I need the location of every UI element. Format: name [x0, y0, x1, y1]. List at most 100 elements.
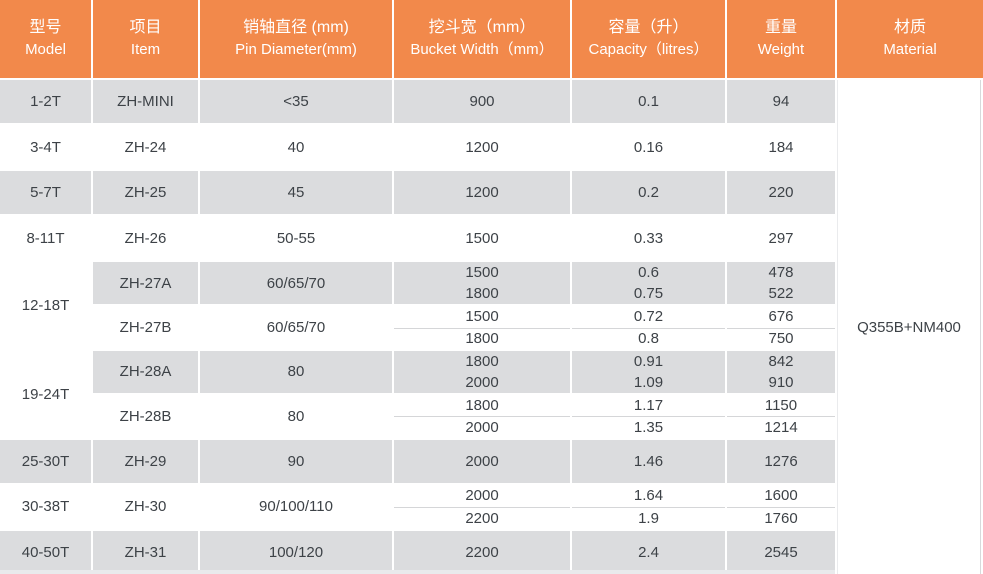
capacity-cell: 0.72	[572, 306, 725, 328]
item-cell: ZH-31	[93, 530, 198, 574]
weight-cell: 910	[727, 371, 835, 394]
model-cell: 5-7T	[0, 170, 91, 215]
spec-line: 1800 0.91 842	[394, 350, 835, 372]
pin-diameter-cell: 90	[200, 439, 392, 484]
material-value: Q355B+NM400	[857, 318, 961, 336]
item-row: ZH-24 40 1200 0.16 184	[93, 125, 835, 169]
capacity-cell: 0.75	[572, 283, 725, 305]
group-items: ZH-MINI <35 900 0.1 94	[93, 80, 835, 124]
header-cell-bucket: 挖斗宽（mm） Bucket Width（mm）	[394, 0, 570, 78]
pin-diameter-cell: 100/120	[200, 530, 392, 574]
capacity-cell: 0.1	[572, 80, 725, 124]
item-row: ZH-31 100/120 2200 2.4 2545	[93, 530, 835, 574]
item-cell: ZH-28B	[93, 395, 198, 438]
weight-cell: 2545	[727, 530, 835, 574]
item-cell: ZH-27A	[93, 261, 198, 305]
bucket-width-cell: 2200	[394, 506, 570, 529]
model-cell: 3-4T	[0, 125, 91, 169]
pin-diameter-cell: 80	[200, 350, 392, 394]
row-group: 1-2T ZH-MINI <35 900 0.1 94	[0, 80, 835, 124]
item-row: ZH-25 45 1200 0.2 220	[93, 170, 835, 215]
row-group: 8-11T ZH-26 50-55 1500 0.33 297	[0, 216, 835, 260]
bucket-width-cell: 1800	[394, 327, 570, 349]
item-cell: ZH-29	[93, 439, 198, 484]
item-cell: ZH-26	[93, 216, 198, 260]
capacity-cell: 1.17	[572, 395, 725, 417]
spec-line: 1200 0.16 184	[394, 125, 835, 169]
capacity-cell: 0.6	[572, 261, 725, 284]
pin-diameter-cell: 40	[200, 125, 392, 169]
bucket-width-cell: 900	[394, 80, 570, 124]
capacity-cell: 0.91	[572, 350, 725, 372]
pin-diameter-cell: 60/65/70	[200, 261, 392, 305]
bucket-width-cell: 1800	[394, 350, 570, 372]
spec-line: 900 0.1 94	[394, 80, 835, 124]
spec-lines: 900 0.1 94	[394, 80, 835, 124]
header-label-zh: 型号	[29, 19, 62, 36]
bucket-width-cell: 1800	[394, 283, 570, 305]
capacity-cell: 0.8	[572, 327, 725, 349]
row-group: 5-7T ZH-25 45 1200 0.2 220	[0, 170, 835, 215]
spec-line: 2000 1.46 1276	[394, 439, 835, 484]
header-label-en: Item	[130, 41, 161, 58]
bucket-width-cell: 2000	[394, 439, 570, 484]
weight-cell: 1150	[727, 395, 835, 417]
spec-lines: 1200 0.16 184	[394, 125, 835, 169]
spec-line: 1800 1.17 1150	[394, 395, 835, 417]
spec-line: 1500 0.72 676	[394, 306, 835, 328]
capacity-cell: 1.35	[572, 416, 725, 438]
weight-cell: 750	[727, 327, 835, 349]
group-items: ZH-24 40 1200 0.16 184	[93, 125, 835, 169]
spec-lines: 1500 0.6 478 1800 0.75 522	[394, 261, 835, 305]
item-cell: ZH-MINI	[93, 80, 198, 124]
model-cell: 19-24T	[0, 350, 91, 438]
capacity-cell: 0.16	[572, 125, 725, 169]
model-cell: 12-18T	[0, 261, 91, 349]
group-items: ZH-25 45 1200 0.2 220	[93, 170, 835, 215]
spec-lines: 1800 0.91 842 2000 1.09 910	[394, 350, 835, 394]
bucket-width-cell: 2000	[394, 485, 570, 507]
table-rows: 1-2T ZH-MINI <35 900 0.1 94 3-4T ZH-24 40 1200 0.1…	[0, 80, 835, 574]
header-cell-pin: 销轴直径 (mm) Pin Diameter(mm)	[200, 0, 392, 78]
item-cell: ZH-30	[93, 485, 198, 529]
row-group: 12-18T ZH-27A 60/65/70 1500 0.6 478 1800 0.75 52…	[0, 261, 835, 349]
bucket-width-cell: 1800	[394, 395, 570, 417]
spec-line: 2000 1.64 1600	[394, 485, 835, 507]
header-cell-item: 项目 Item	[93, 0, 198, 78]
weight-cell: 1760	[727, 506, 835, 529]
weight-cell: 1214	[727, 416, 835, 438]
spec-lines: 1500 0.33 297	[394, 216, 835, 260]
bucket-width-cell: 1200	[394, 125, 570, 169]
spec-line: 2000 1.09 910	[394, 371, 835, 394]
header-cell-model: 型号 Model	[0, 0, 91, 78]
header-label-en: Model	[25, 41, 66, 58]
capacity-cell: 0.2	[572, 170, 725, 215]
weight-cell: 94	[727, 80, 835, 124]
bucket-width-cell: 1500	[394, 216, 570, 260]
header-cell-capacity: 容量（升） Capacity（litres）	[572, 0, 725, 78]
group-items: ZH-29 90 2000 1.46 1276	[93, 439, 835, 484]
row-group: 40-50T ZH-31 100/120 2200 2.4 2545	[0, 530, 835, 574]
header-label-en: Pin Diameter(mm)	[235, 41, 357, 58]
spec-lines: 2000 1.46 1276	[394, 439, 835, 484]
header-label-en: Material	[883, 41, 937, 58]
pin-diameter-cell: 50-55	[200, 216, 392, 260]
header-label-en: Weight	[757, 41, 805, 58]
capacity-cell: 2.4	[572, 530, 725, 574]
model-cell: 30-38T	[0, 485, 91, 529]
spec-line: 1800 0.75 522	[394, 283, 835, 305]
group-items: ZH-30 90/100/110 2000 1.64 1600 2200 1.9 1760	[93, 485, 835, 529]
weight-cell: 842	[727, 350, 835, 372]
group-items: ZH-28A 80 1800 0.91 842 2000 1.09 910 ZH-28B 80 18…	[93, 350, 835, 438]
model-cell: 1-2T	[0, 80, 91, 124]
capacity-cell: 1.46	[572, 439, 725, 484]
capacity-cell: 0.33	[572, 216, 725, 260]
group-items: ZH-26 50-55 1500 0.33 297	[93, 216, 835, 260]
header-label-zh: 容量（升）	[608, 19, 689, 36]
item-row: ZH-28B 80 1800 1.17 1150 2000 1.35 1214	[93, 395, 835, 438]
weight-cell: 522	[727, 283, 835, 305]
pin-diameter-cell: 45	[200, 170, 392, 215]
row-group: 25-30T ZH-29 90 2000 1.46 1276	[0, 439, 835, 484]
item-cell: ZH-27B	[93, 306, 198, 349]
